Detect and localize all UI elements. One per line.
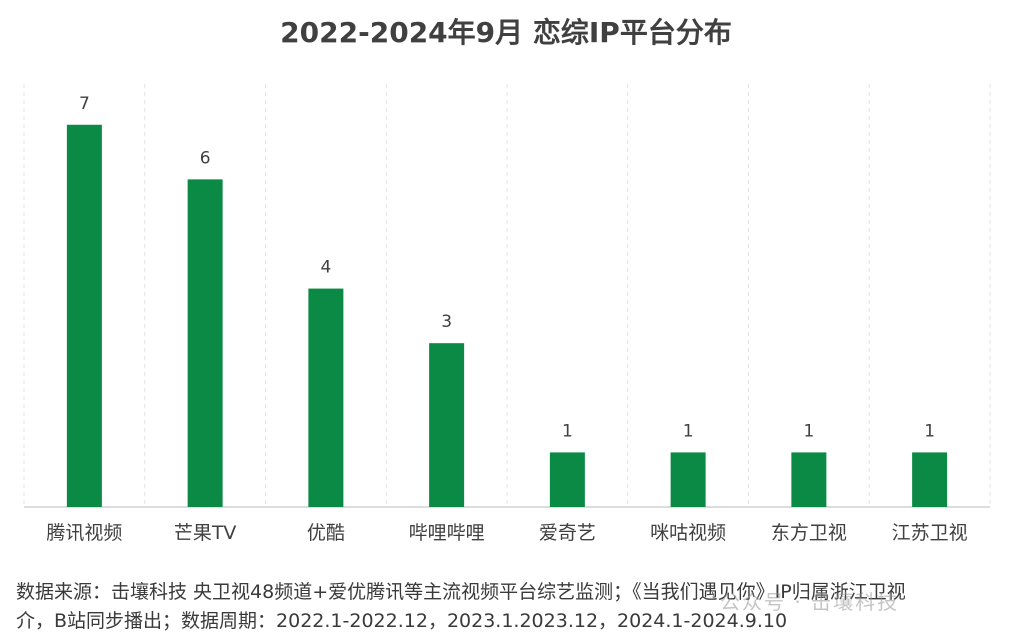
x-tick-label-7: 东方卫视 bbox=[771, 522, 847, 544]
bar-8 bbox=[912, 452, 948, 507]
bar-6 bbox=[670, 452, 706, 507]
data-label-5: 1 bbox=[562, 421, 573, 441]
data-labels: 7 6 4 3 1 1 1 1 bbox=[79, 94, 935, 442]
watermark: 公众号 · 击壤科技 bbox=[720, 590, 900, 614]
data-label-3: 4 bbox=[320, 258, 331, 278]
chart-title: 2022-2024年9月 恋综IP平台分布 bbox=[280, 16, 732, 49]
bar-chart: 2022-2024年9月 恋综IP平台分布 7 6 4 3 1 1 1 1 腾讯视频 芒果TV 优… bbox=[23, 16, 991, 544]
x-tick-label-3: 优酷 bbox=[307, 522, 345, 544]
bar-1 bbox=[66, 124, 102, 508]
x-tick-label-5: 爱奇艺 bbox=[539, 522, 596, 544]
x-tick-label-6: 咪咕视频 bbox=[650, 522, 726, 544]
source-note: 数据来源：击壤科技 央卫视48频道+爱优腾讯等主流视频平台综艺监测；《当我们遇见… bbox=[16, 578, 1001, 636]
source-note-line-1: 数据来源：击壤科技 央卫视48频道+爱优腾讯等主流视频平台综艺监测；《当我们遇见… bbox=[16, 581, 906, 603]
bar-4 bbox=[429, 343, 465, 507]
x-tick-label-8: 江苏卫视 bbox=[892, 522, 968, 544]
data-label-6: 1 bbox=[683, 421, 694, 441]
data-label-8: 1 bbox=[924, 421, 935, 441]
x-tick-label-2: 芒果TV bbox=[174, 522, 237, 544]
grid-lines bbox=[23, 84, 991, 507]
bars bbox=[66, 124, 948, 508]
bar-7 bbox=[791, 452, 827, 507]
x-tick-label-4: 哔哩哔哩 bbox=[409, 522, 485, 544]
x-tick-label-1: 腾讯视频 bbox=[46, 522, 122, 544]
x-tick-labels: 腾讯视频 芒果TV 优酷 哔哩哔哩 爱奇艺 咪咕视频 东方卫视 江苏卫视 bbox=[46, 522, 967, 544]
bar-5 bbox=[549, 452, 585, 507]
bar-3 bbox=[308, 288, 344, 507]
bar-2 bbox=[187, 179, 223, 508]
data-label-1: 7 bbox=[79, 94, 90, 114]
data-label-2: 6 bbox=[200, 148, 211, 168]
data-label-4: 3 bbox=[441, 312, 452, 332]
data-label-7: 1 bbox=[803, 421, 814, 441]
source-note-line-2: 介，B站同步播出；数据周期：2022.1-2022.12，2023.1.2023… bbox=[16, 610, 788, 632]
